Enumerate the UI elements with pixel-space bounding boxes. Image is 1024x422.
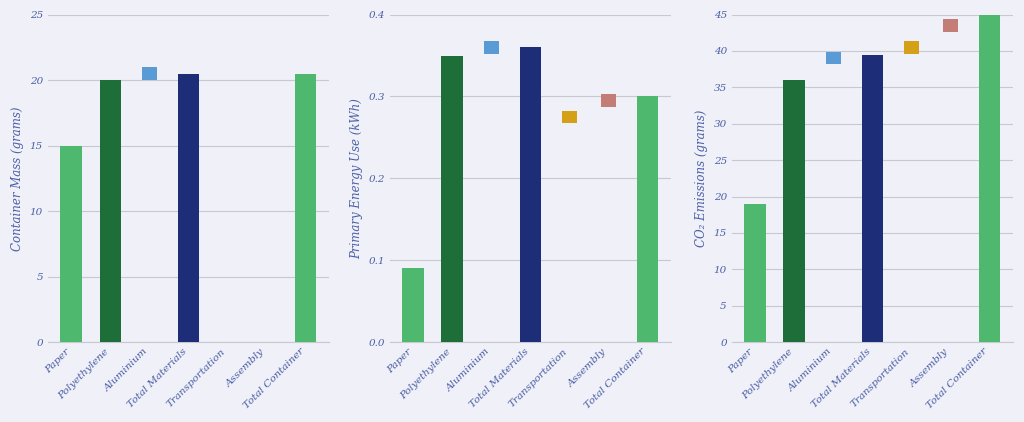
Bar bbox=[637, 97, 658, 342]
Bar bbox=[979, 15, 1000, 342]
Bar bbox=[60, 146, 82, 342]
Bar bbox=[744, 204, 766, 342]
Bar bbox=[783, 80, 805, 342]
Bar bbox=[441, 56, 463, 342]
Bar bbox=[99, 80, 121, 342]
Bar bbox=[601, 95, 616, 107]
Bar bbox=[519, 47, 541, 342]
Bar bbox=[825, 52, 841, 65]
Bar bbox=[402, 268, 424, 342]
Bar bbox=[861, 54, 883, 342]
Y-axis label: Primary Energy Use (kWh): Primary Energy Use (kWh) bbox=[350, 98, 362, 259]
Bar bbox=[562, 111, 577, 123]
Bar bbox=[177, 73, 199, 342]
Y-axis label: CO₂ Emissions (grams): CO₂ Emissions (grams) bbox=[695, 110, 708, 247]
Bar bbox=[483, 41, 499, 54]
Bar bbox=[904, 41, 919, 54]
Bar bbox=[943, 19, 957, 32]
Bar bbox=[141, 68, 157, 80]
Y-axis label: Container Mass (grams): Container Mass (grams) bbox=[11, 106, 25, 251]
Bar bbox=[295, 73, 316, 342]
